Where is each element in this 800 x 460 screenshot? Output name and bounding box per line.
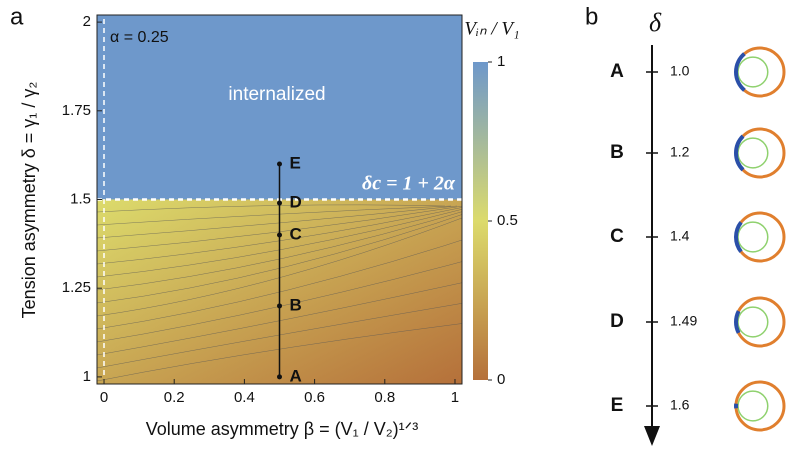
point — [277, 303, 282, 309]
cap — [734, 52, 746, 92]
inner-cell — [737, 56, 769, 88]
point-label: D — [290, 193, 302, 212]
row-label: E — [611, 395, 624, 416]
point-label: B — [290, 295, 302, 314]
plot: 0 0.2 0.4 0.6 0.8 1 1 1.25 1.5 1.75 2 α = 0.25 inter… — [62, 13, 463, 406]
colorbar-tick-label: 0 — [497, 371, 505, 388]
point — [277, 374, 282, 380]
point — [277, 200, 282, 206]
colorbar-tick-label: 1 — [497, 53, 505, 70]
x-tick-label: 0.2 — [164, 389, 185, 406]
y-axis-label: Tension asymmetry δ = γ₁ / γ₂ — [19, 82, 39, 319]
arrow-head — [644, 426, 660, 446]
point-label: E — [290, 154, 301, 173]
y-tick-label: 2 — [83, 13, 91, 30]
row-label: B — [610, 142, 624, 163]
contour-line — [97, 209, 462, 278]
inner-cell — [737, 137, 769, 169]
contour-line — [97, 239, 462, 330]
x-tick-label: 0.8 — [374, 389, 395, 406]
point-label: C — [290, 224, 302, 243]
colorbar-tick-label: 0.5 — [497, 212, 518, 229]
colorbar-label: Vᵢₙ / V₁ — [464, 18, 519, 39]
contour-line — [97, 204, 446, 213]
colorbar — [473, 62, 488, 380]
cap — [734, 221, 743, 253]
contour-line — [97, 323, 462, 382]
x-tick-label: 0 — [100, 389, 108, 406]
contour-line — [97, 282, 462, 356]
contour-line — [97, 217, 462, 317]
region-label: internalized — [228, 84, 325, 105]
inner-cell — [737, 390, 769, 422]
y-tick-label: 1 — [83, 368, 91, 385]
x-axis-label: Volume asymmetry β = (V₁ / V₂)¹ᐟ³ — [146, 419, 419, 439]
inner-cell — [737, 221, 769, 253]
row-value: 1.0 — [670, 63, 690, 79]
y-tick-label: 1.75 — [62, 102, 91, 119]
contour-lines — [97, 204, 462, 382]
point-label: A — [290, 366, 302, 385]
outer-cell — [734, 296, 786, 348]
outer-cell — [734, 211, 786, 263]
cap — [734, 310, 741, 334]
row-label: C — [610, 226, 624, 247]
contour-line — [97, 205, 458, 239]
delta-axis-label: δ — [649, 8, 662, 37]
panel-label: b — [585, 3, 598, 30]
x-tick-label: 0.6 — [304, 389, 325, 406]
outer-cell — [734, 380, 786, 432]
contour-line — [97, 261, 462, 343]
cap — [734, 134, 745, 172]
x-tick-label: 0.4 — [234, 389, 255, 406]
x-tick-label: 1 — [451, 389, 459, 406]
inner-cell — [737, 306, 769, 338]
row-value: 1.4 — [670, 228, 690, 244]
contour-line — [97, 214, 462, 304]
contour-line — [97, 303, 462, 369]
y-tick-label: 1.25 — [62, 279, 91, 296]
row-label: D — [610, 311, 624, 332]
panel-label: a — [10, 3, 24, 30]
alpha-label: α = 0.25 — [110, 29, 169, 46]
contour-line — [97, 205, 452, 226]
point — [277, 161, 282, 167]
critical-label: δc = 1 + 2α — [362, 173, 456, 195]
contour-line — [97, 207, 462, 265]
point — [277, 232, 282, 238]
row-label: A — [610, 61, 624, 82]
row-value: 1.6 — [670, 397, 690, 413]
row-value: 1.49 — [670, 313, 697, 329]
contour-line — [97, 211, 462, 291]
outer-cell — [734, 127, 786, 179]
row-value: 1.2 — [670, 144, 690, 160]
y-tick-label: 1.5 — [70, 190, 91, 207]
